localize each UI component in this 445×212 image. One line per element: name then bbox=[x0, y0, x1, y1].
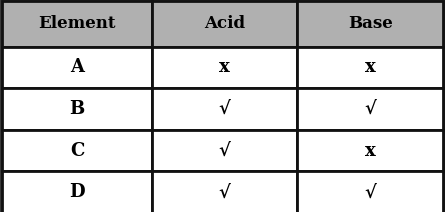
Text: √: √ bbox=[364, 183, 376, 201]
Text: √: √ bbox=[219, 183, 231, 201]
Text: √: √ bbox=[219, 142, 231, 160]
Text: √: √ bbox=[364, 100, 376, 118]
Bar bbox=[2, 130, 152, 172]
Text: Element: Element bbox=[38, 15, 116, 32]
Text: A: A bbox=[70, 59, 84, 77]
Text: B: B bbox=[69, 100, 85, 118]
Bar bbox=[297, 47, 443, 88]
Bar bbox=[152, 172, 297, 212]
Text: x: x bbox=[219, 59, 230, 77]
Bar bbox=[2, 1, 152, 47]
Bar bbox=[152, 47, 297, 88]
Text: √: √ bbox=[219, 100, 231, 118]
Bar bbox=[152, 88, 297, 130]
Bar bbox=[2, 47, 152, 88]
Bar bbox=[297, 130, 443, 172]
Text: C: C bbox=[70, 142, 84, 160]
Text: Base: Base bbox=[348, 15, 392, 32]
Bar bbox=[2, 88, 152, 130]
Bar bbox=[297, 1, 443, 47]
Bar bbox=[152, 130, 297, 172]
Text: D: D bbox=[69, 183, 85, 201]
Bar bbox=[152, 1, 297, 47]
Text: x: x bbox=[365, 59, 376, 77]
Text: x: x bbox=[365, 142, 376, 160]
Bar bbox=[297, 88, 443, 130]
Text: Acid: Acid bbox=[204, 15, 245, 32]
Bar bbox=[297, 172, 443, 212]
Bar bbox=[2, 172, 152, 212]
